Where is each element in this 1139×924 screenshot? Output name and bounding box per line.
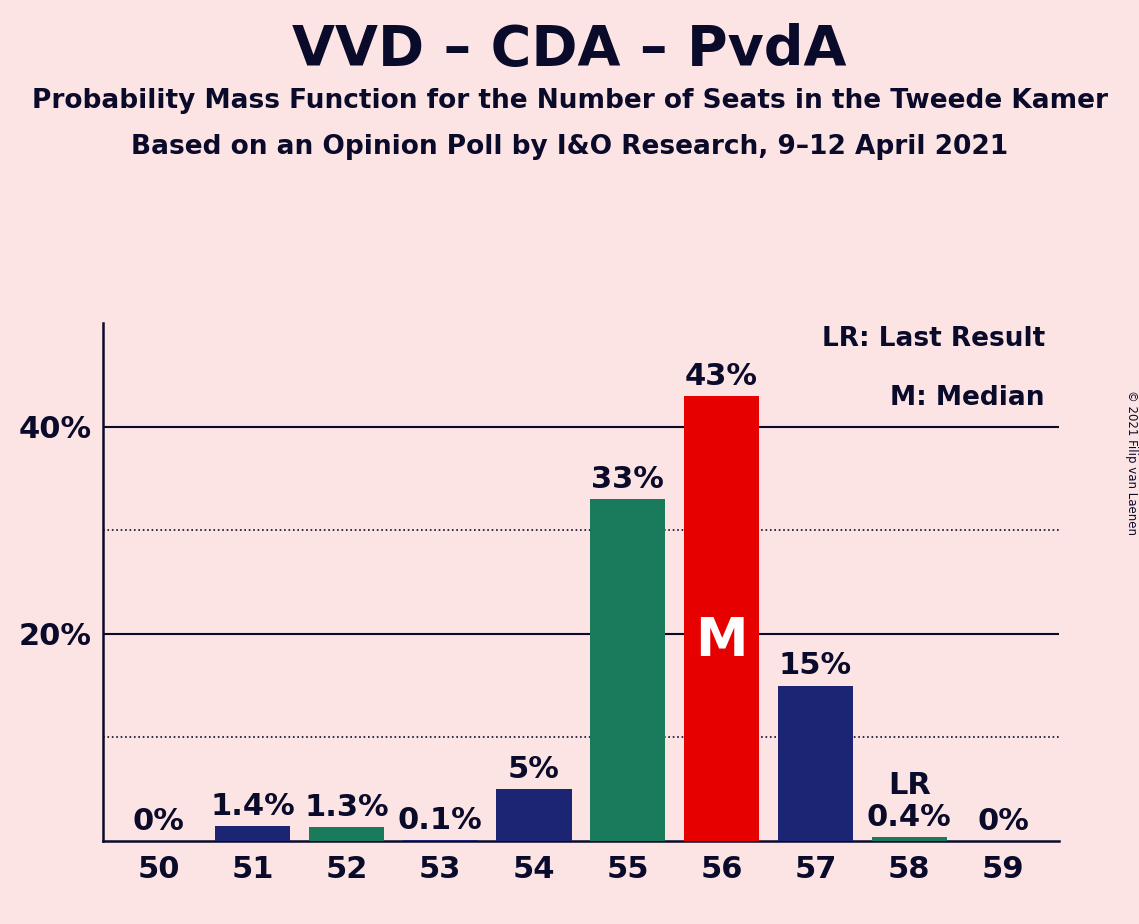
Text: Probability Mass Function for the Number of Seats in the Tweede Kamer: Probability Mass Function for the Number…	[32, 88, 1107, 114]
Text: 1.4%: 1.4%	[211, 792, 295, 821]
Text: 5%: 5%	[508, 755, 560, 784]
Text: 15%: 15%	[779, 651, 852, 680]
Text: © 2021 Filip van Laenen: © 2021 Filip van Laenen	[1124, 390, 1138, 534]
Bar	[215, 826, 290, 841]
Text: 0%: 0%	[133, 807, 185, 835]
Text: M: M	[695, 614, 748, 666]
Bar	[871, 837, 947, 841]
Text: LR: LR	[887, 772, 931, 800]
Text: 0%: 0%	[977, 807, 1029, 835]
Text: Based on an Opinion Poll by I&O Research, 9–12 April 2021: Based on an Opinion Poll by I&O Research…	[131, 134, 1008, 160]
Bar	[778, 686, 853, 841]
Bar	[497, 789, 572, 841]
Bar	[685, 395, 759, 841]
Text: 1.3%: 1.3%	[304, 793, 388, 822]
Text: M: Median: M: Median	[891, 385, 1044, 411]
Text: VVD – CDA – PvdA: VVD – CDA – PvdA	[293, 23, 846, 77]
Bar	[590, 499, 665, 841]
Text: 0.4%: 0.4%	[867, 803, 951, 832]
Text: 33%: 33%	[591, 465, 664, 494]
Bar	[403, 840, 477, 841]
Text: 0.1%: 0.1%	[398, 806, 483, 834]
Bar	[309, 827, 384, 841]
Text: LR: Last Result: LR: Last Result	[821, 326, 1044, 352]
Text: 43%: 43%	[685, 361, 759, 391]
